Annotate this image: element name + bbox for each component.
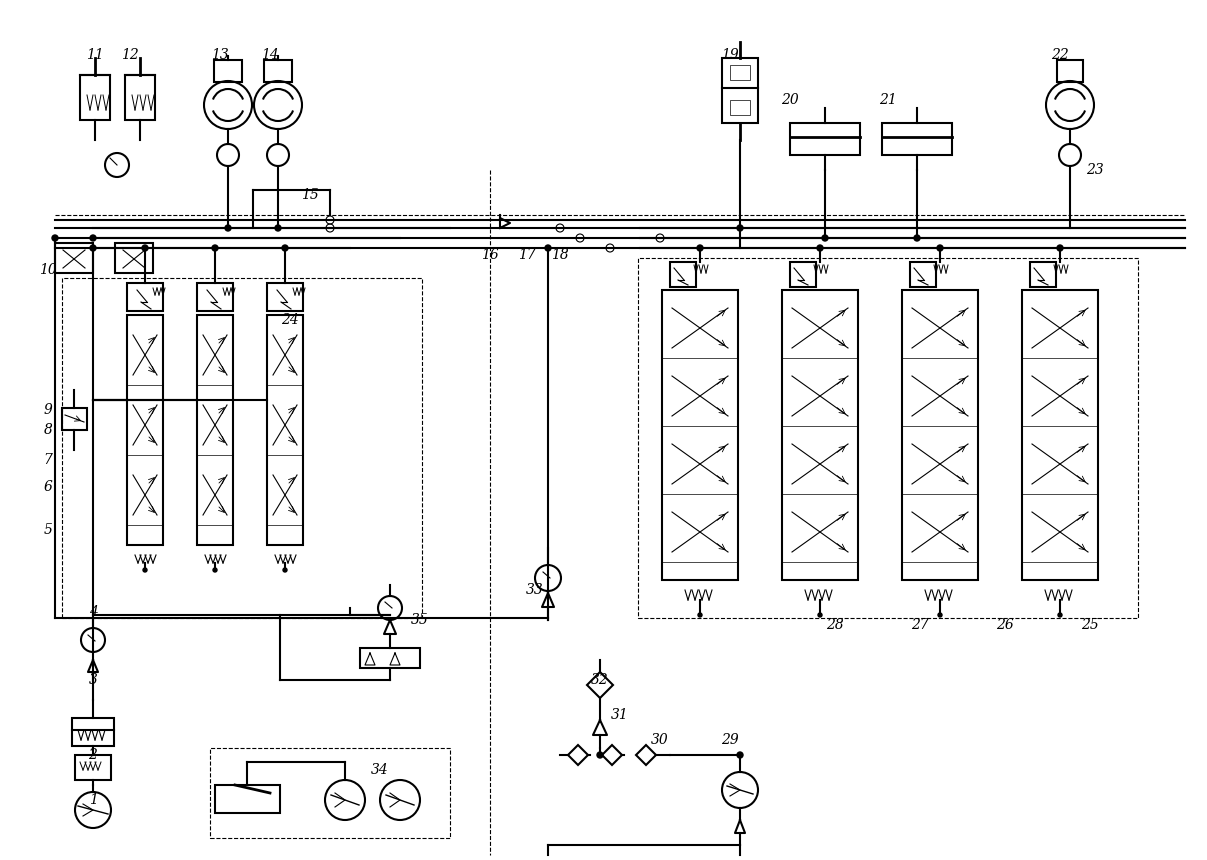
Bar: [791, 123, 861, 155]
Circle shape: [282, 245, 288, 251]
Text: 9: 9: [43, 403, 52, 417]
Bar: [267, 315, 303, 545]
Text: 3: 3: [88, 673, 98, 687]
Circle shape: [1057, 245, 1063, 251]
Text: 23: 23: [1086, 163, 1104, 177]
Bar: [127, 283, 163, 311]
Text: 32: 32: [591, 673, 608, 687]
Text: 27: 27: [911, 618, 929, 632]
Text: 17: 17: [518, 248, 536, 262]
Text: 22: 22: [1051, 48, 1069, 62]
Bar: [75, 755, 111, 780]
Bar: [670, 262, 696, 287]
Text: 15: 15: [301, 188, 319, 202]
Text: 10: 10: [39, 263, 57, 277]
Circle shape: [91, 245, 97, 251]
Bar: [127, 315, 163, 545]
Circle shape: [737, 225, 744, 231]
Circle shape: [212, 568, 217, 572]
Bar: [62, 408, 87, 430]
Bar: [661, 290, 737, 580]
Text: 28: 28: [826, 618, 844, 632]
Text: 25: 25: [1081, 618, 1098, 632]
Circle shape: [737, 752, 744, 758]
Bar: [210, 748, 450, 838]
Circle shape: [817, 245, 823, 251]
Circle shape: [225, 225, 231, 231]
Text: 6: 6: [43, 480, 52, 494]
Bar: [910, 262, 935, 287]
Circle shape: [142, 245, 148, 251]
Text: 35: 35: [412, 613, 428, 627]
Circle shape: [282, 568, 287, 572]
Circle shape: [938, 613, 941, 617]
Text: 26: 26: [996, 618, 1014, 632]
Circle shape: [275, 225, 281, 231]
Bar: [126, 75, 154, 120]
Circle shape: [52, 235, 58, 241]
Bar: [722, 58, 758, 123]
Circle shape: [818, 613, 822, 617]
Bar: [1022, 290, 1098, 580]
Text: 24: 24: [281, 313, 299, 327]
Text: 21: 21: [879, 93, 897, 107]
Bar: [56, 243, 93, 273]
Circle shape: [698, 613, 702, 617]
Bar: [197, 283, 233, 311]
Circle shape: [914, 235, 920, 241]
Bar: [115, 243, 153, 273]
Text: 2: 2: [88, 748, 98, 762]
Circle shape: [91, 235, 97, 241]
Text: 1: 1: [88, 793, 98, 807]
Bar: [882, 123, 952, 155]
Text: 16: 16: [482, 248, 498, 262]
Bar: [62, 278, 422, 618]
Bar: [215, 785, 280, 813]
Text: 33: 33: [526, 583, 544, 597]
Text: 8: 8: [43, 423, 52, 437]
Text: 5: 5: [43, 523, 52, 537]
Text: 20: 20: [781, 93, 799, 107]
Bar: [1030, 262, 1056, 287]
Bar: [791, 262, 816, 287]
Text: 12: 12: [121, 48, 139, 62]
Circle shape: [142, 568, 147, 572]
Bar: [730, 100, 750, 115]
Bar: [639, 258, 1138, 618]
Bar: [360, 648, 420, 668]
Text: 29: 29: [721, 733, 739, 747]
Circle shape: [937, 245, 943, 251]
Text: 13: 13: [211, 48, 229, 62]
Bar: [80, 75, 110, 120]
Bar: [214, 60, 241, 82]
Text: 34: 34: [371, 763, 389, 777]
Text: 19: 19: [721, 48, 739, 62]
Text: 14: 14: [261, 48, 279, 62]
Bar: [902, 290, 978, 580]
Bar: [1057, 60, 1083, 82]
Text: 4: 4: [88, 605, 98, 619]
Circle shape: [1059, 613, 1062, 617]
Circle shape: [822, 235, 828, 241]
Bar: [267, 283, 303, 311]
Circle shape: [597, 752, 604, 758]
Circle shape: [212, 245, 218, 251]
Text: 31: 31: [611, 708, 629, 722]
Text: 11: 11: [86, 48, 104, 62]
Text: 18: 18: [552, 248, 568, 262]
Circle shape: [546, 245, 552, 251]
Circle shape: [696, 245, 702, 251]
Bar: [730, 65, 750, 80]
Text: 7: 7: [43, 453, 52, 467]
Bar: [72, 718, 113, 746]
Bar: [264, 60, 292, 82]
Bar: [782, 290, 858, 580]
Text: 30: 30: [651, 733, 669, 747]
Bar: [197, 315, 233, 545]
